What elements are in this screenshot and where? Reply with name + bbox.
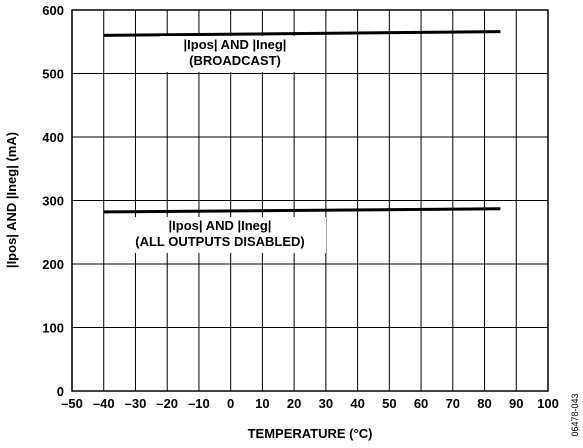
- annotation-2: |Ipos| AND |Ineg|(ALL OUTPUTS DISABLED): [114, 217, 326, 253]
- y-tick-label: 500: [42, 67, 64, 82]
- x-tick-label: –30: [125, 396, 147, 411]
- y-tick-label: 200: [42, 257, 64, 272]
- y-tick-label: 600: [42, 3, 64, 18]
- x-tick-label: 50: [382, 396, 396, 411]
- annotation-line: (BROADCAST): [189, 53, 281, 68]
- series-line-1: [103, 30, 501, 37]
- y-axis-label: |Ipos| AND |Ineg| (mA): [4, 132, 19, 268]
- x-tick-label: 60: [414, 396, 428, 411]
- figure-id: 06478-043: [570, 393, 580, 436]
- x-tick-label: 80: [477, 396, 491, 411]
- annotation-line: (ALL OUTPUTS DISABLED): [135, 234, 304, 249]
- x-tick-label: 40: [350, 396, 364, 411]
- y-tick-label: 0: [57, 384, 64, 399]
- x-tick-label: 90: [509, 396, 523, 411]
- x-tick-labels: –50 –40 –30 –20 –10 0 10 20 30 40 50 60 70 80 90 100: [61, 396, 559, 411]
- x-tick-label: –50: [61, 396, 83, 411]
- annotation-background: [160, 36, 310, 72]
- annotation-1: |Ipos| AND |Ineg|(BROADCAST): [160, 36, 310, 72]
- x-tick-label: 100: [537, 396, 559, 411]
- plot-frame: [71, 9, 549, 392]
- series: [103, 30, 501, 214]
- series-line-2: [103, 207, 501, 214]
- x-tick-label: 0: [227, 396, 234, 411]
- x-tick-label: –10: [188, 396, 210, 411]
- annotation-background: [114, 217, 326, 253]
- annotation-line: |Ipos| AND |Ineg|: [184, 37, 287, 52]
- annotations: |Ipos| AND |Ineg|(BROADCAST)|Ipos| AND |…: [114, 36, 326, 253]
- annotation-line: |Ipos| AND |Ineg|: [169, 218, 272, 233]
- x-tick-label: –40: [93, 396, 115, 411]
- x-tick-label: 30: [319, 396, 333, 411]
- y-tick-label: 400: [42, 130, 64, 145]
- x-tick-label: 20: [287, 396, 301, 411]
- grid: [72, 10, 548, 391]
- y-tick-labels: 0 100 200 300 400 500 600: [42, 3, 64, 399]
- x-tick-label: –20: [156, 396, 178, 411]
- y-tick-label: 100: [42, 321, 64, 336]
- x-tick-label: 10: [255, 396, 269, 411]
- y-tick-label: 300: [42, 194, 64, 209]
- x-axis-label: TEMPERATURE (°C): [248, 426, 373, 441]
- x-tick-label: 70: [446, 396, 460, 411]
